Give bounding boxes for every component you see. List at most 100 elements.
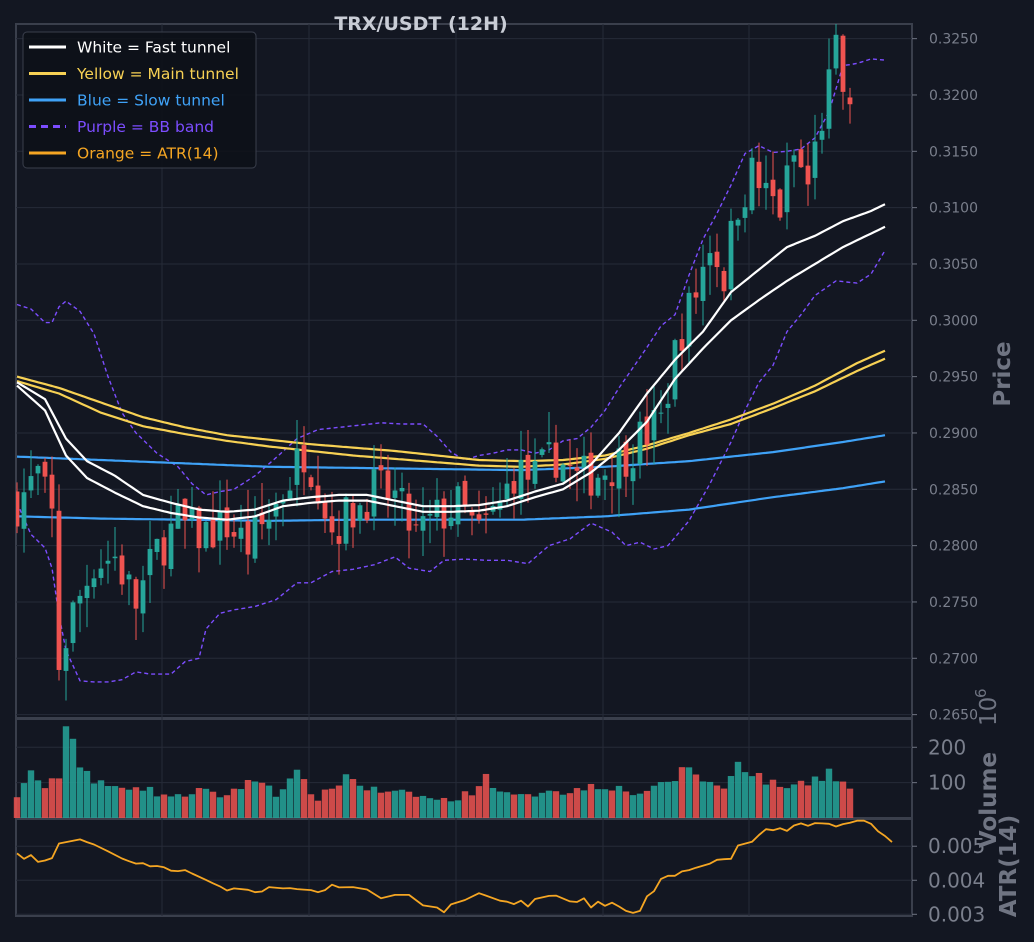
candle-body: [252, 516, 258, 559]
candle-body: [154, 538, 160, 552]
price-tick-label: 0.2900: [929, 426, 978, 442]
candle-body: [791, 155, 797, 162]
volume-bar: [335, 785, 343, 818]
candle-body: [413, 524, 419, 526]
candle-body: [721, 270, 727, 292]
candle-body: [42, 461, 48, 477]
volume-bar: [174, 794, 182, 818]
candle-body: [840, 35, 846, 92]
candle-body: [644, 416, 650, 445]
volume-bar: [496, 791, 504, 818]
candle-body: [259, 512, 265, 525]
volume-bar: [307, 794, 315, 818]
volume-multiplier-exponent: 6: [972, 688, 990, 698]
volume-bar: [461, 791, 469, 818]
candle-body: [462, 480, 468, 507]
legend: White = Fast tunnel Yellow = Main tunnel B…: [22, 31, 257, 169]
volume-bar: [573, 788, 581, 818]
candle-body: [665, 403, 671, 408]
candle-body: [49, 474, 55, 509]
candle-body: [112, 556, 118, 559]
volume-bar: [580, 790, 588, 818]
volume-bar: [419, 795, 427, 818]
price-axis-ticks: 0.2650 0.2700 0.2750 0.2800 0.2850 0.2900 0.29…: [912, 32, 978, 724]
candle-body: [315, 485, 321, 504]
volume-bar: [685, 767, 693, 818]
candle-body: [700, 266, 706, 301]
candle-body: [301, 445, 307, 473]
candle-body: [203, 521, 209, 549]
volume-bar: [622, 791, 630, 818]
volume-bar: [391, 790, 399, 818]
candle-body: [56, 510, 62, 670]
candle-body: [98, 568, 104, 578]
candle-body: [756, 161, 762, 189]
main-tunnel: [16, 349, 886, 468]
volume-bar: [293, 769, 301, 818]
volume-bar: [664, 781, 672, 818]
volume-bar: [475, 786, 483, 818]
volume-bar: [356, 785, 364, 818]
candle-body: [231, 532, 237, 537]
volume-bar: [657, 782, 665, 818]
volume-axis-label: Volume: [976, 752, 1002, 848]
candle-body: [189, 508, 195, 520]
volume-bar: [237, 789, 245, 818]
candle-body: [511, 481, 517, 494]
legend-entries: White = Fast tunnel Yellow = Main tunnel B…: [29, 39, 239, 163]
candle-body: [406, 493, 412, 531]
candle-body: [161, 537, 167, 566]
candle-body: [308, 477, 314, 487]
candle-body: [630, 468, 636, 482]
candle-body: [672, 340, 678, 400]
candle-body: [742, 207, 748, 218]
candle-body: [21, 492, 27, 529]
volume-bar: [650, 785, 658, 818]
price-tick-label: 0.3150: [929, 144, 978, 160]
volume-bar: [62, 726, 70, 818]
candle-body: [133, 579, 139, 609]
candles: [16, 24, 853, 701]
candle-body: [518, 459, 524, 499]
candle-body: [539, 449, 545, 455]
price-tick-label: 0.3000: [929, 313, 978, 329]
candle-body: [679, 339, 685, 351]
volume-bar: [643, 790, 651, 818]
candle-body: [805, 165, 811, 185]
price-tick-label: 0.2650: [929, 708, 978, 724]
candle-body: [35, 465, 41, 474]
volume-bar: [776, 786, 784, 818]
volume-bar: [818, 780, 826, 818]
volume-bar: [790, 784, 798, 818]
volume-bar: [468, 795, 476, 818]
atr-axis-ticks: 0.003 0.004 0.005: [912, 834, 985, 926]
volume-bar: [587, 783, 595, 818]
candle-body: [91, 578, 97, 588]
volume-bar: [48, 778, 56, 818]
volume-bar: [755, 772, 763, 818]
volume-bar: [713, 785, 721, 818]
volume-bar: [139, 790, 147, 818]
volume-bar: [272, 796, 280, 818]
volume-bar: [202, 788, 210, 818]
atr-tick-label: 0.004: [928, 868, 985, 892]
candle-body: [210, 519, 216, 548]
volume-bar: [34, 780, 42, 818]
volume-bar: [377, 792, 385, 818]
volume-bar: [699, 781, 707, 818]
candle-body: [826, 69, 832, 129]
volume-bar: [13, 797, 21, 818]
volume-bar: [244, 780, 252, 818]
volume-bar: [706, 781, 714, 818]
candle-body: [182, 498, 188, 521]
candle-body: [336, 536, 342, 544]
candle-body: [105, 560, 111, 564]
volume-bar: [447, 801, 455, 818]
volume-bar: [41, 788, 49, 818]
volume-bar: [132, 787, 140, 818]
candle-body: [777, 189, 783, 218]
candle-body: [588, 452, 594, 496]
candle-body: [714, 251, 720, 268]
candle-body: [686, 292, 692, 347]
